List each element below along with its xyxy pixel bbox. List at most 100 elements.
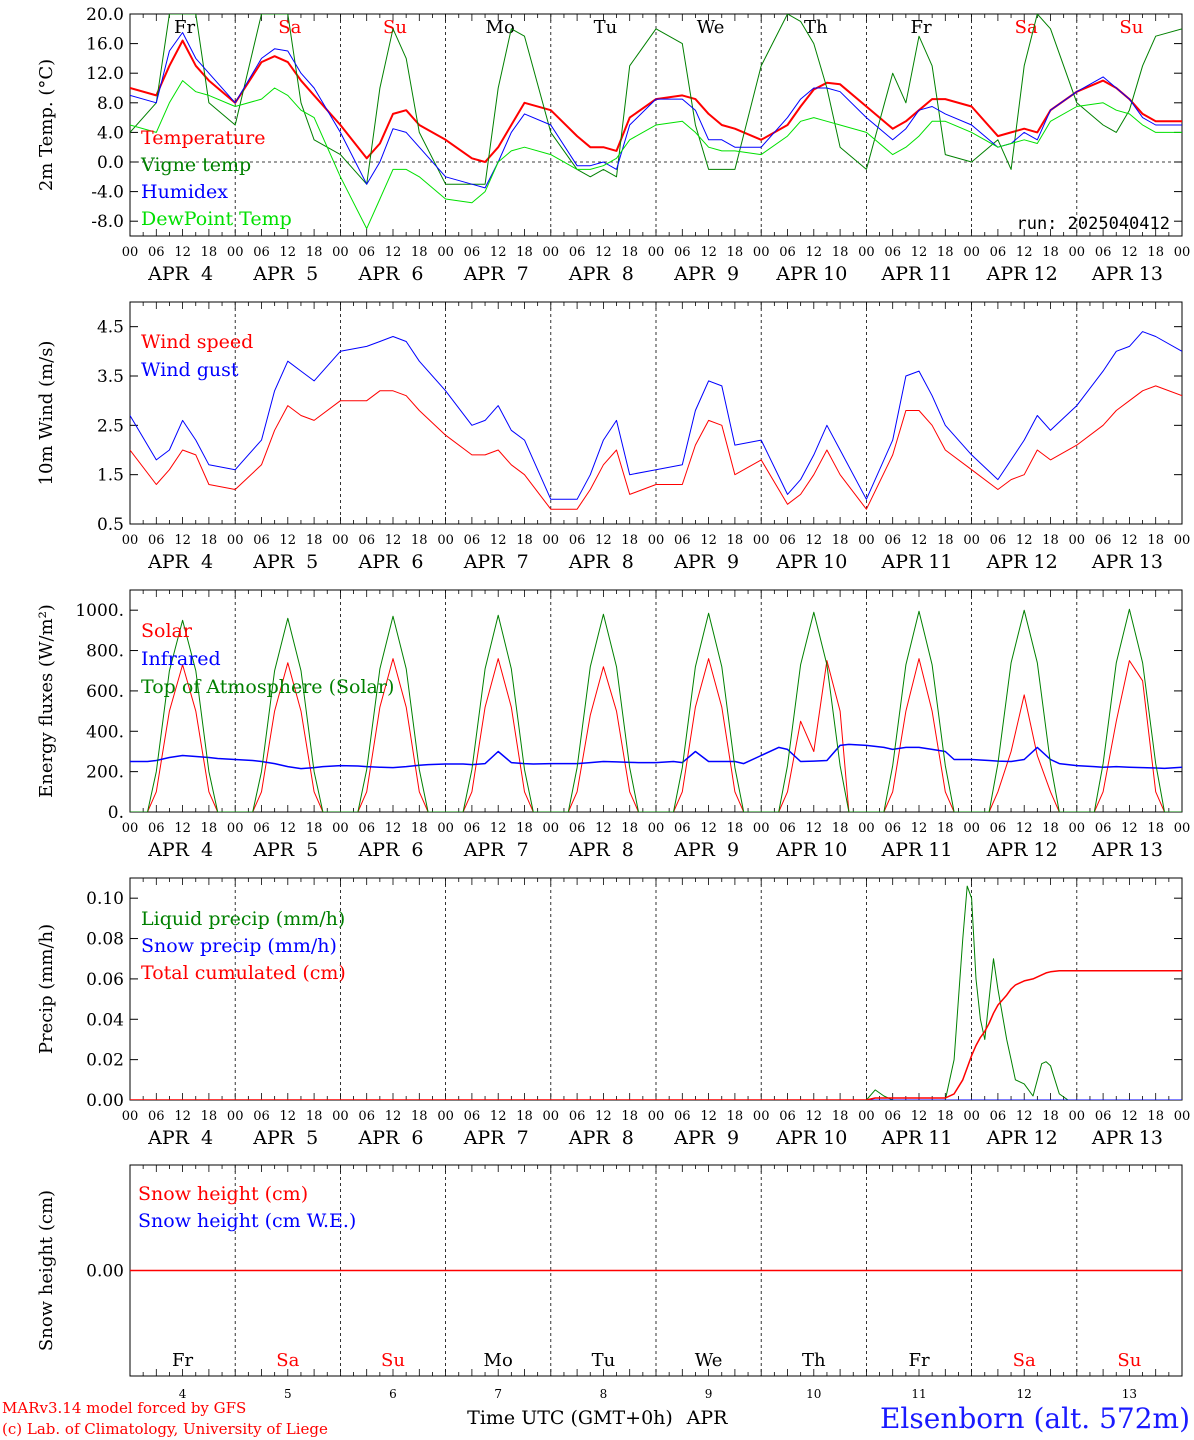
hour-tick-label: 12 [911, 1109, 928, 1124]
hour-tick-label: 00 [332, 533, 349, 548]
hour-tick-label: 18 [727, 821, 744, 836]
hour-tick-label: 12 [280, 245, 297, 260]
hour-tick-label: 12 [1016, 245, 1033, 260]
hour-tick-label: 00 [543, 1109, 560, 1124]
hour-tick-label: 18 [832, 245, 849, 260]
hour-tick-label: 18 [937, 821, 954, 836]
hour-tick-label: 06 [884, 821, 901, 836]
date-label: APR 4 [147, 839, 213, 861]
date-label: APR 11 [880, 551, 952, 573]
hour-tick-label: 06 [779, 1109, 796, 1124]
hour-tick-label: 00 [648, 533, 665, 548]
hour-tick-label: 06 [358, 533, 375, 548]
hour-tick-label: 12 [595, 1109, 612, 1124]
lab-credit: (c) Lab. of Climatology, University of L… [2, 1420, 328, 1438]
day-number-label: 6 [389, 1387, 397, 1401]
weekday-label: Tu [594, 17, 618, 38]
hour-tick-label: 12 [385, 245, 402, 260]
series-line-wind-speed [130, 385, 1182, 510]
hour-tick-label: 12 [280, 533, 297, 548]
legend-entry: Snow height (cm) [138, 1183, 308, 1205]
hour-tick-label: 06 [253, 533, 270, 548]
date-label: APR 6 [358, 839, 424, 861]
date-label: APR 12 [986, 1127, 1058, 1149]
date-label: APR 9 [673, 263, 739, 285]
hour-tick-label: 00 [1174, 533, 1191, 548]
hour-tick-label: 18 [1147, 1109, 1164, 1124]
hour-tick-label: 12 [490, 245, 507, 260]
time-axis-label: Time UTC (GMT+0h) [467, 1407, 673, 1429]
date-label: APR 13 [1091, 263, 1163, 285]
date-label: APR 5 [252, 263, 318, 285]
hour-tick-label: 06 [779, 245, 796, 260]
hour-tick-label: 06 [569, 533, 586, 548]
weekday-label: Fr [910, 17, 931, 38]
date-label: APR 6 [358, 263, 424, 285]
legend-entry: Solar [141, 620, 193, 642]
snow-panel: 0.00 Snow height (cm) Fr Sa Su Mo Tu We Th Fr Sa Su… [36, 1164, 1183, 1401]
hour-tick-label: 18 [201, 821, 218, 836]
hour-tick-label: 12 [385, 821, 402, 836]
hour-tick-label: 00 [122, 533, 139, 548]
hour-tick-label: 00 [858, 1109, 875, 1124]
date-label: APR 4 [147, 551, 213, 573]
hour-tick-label: 12 [1121, 533, 1138, 548]
y-tick-label: 200. [86, 763, 124, 783]
hour-tick-label: 18 [727, 245, 744, 260]
hour-tick-label: 00 [437, 1109, 454, 1124]
series-line-dewpoint-temp [130, 80, 1182, 230]
hour-tick-label: 06 [1095, 245, 1112, 260]
y-tick-label: 0.0 [97, 153, 124, 173]
hour-tick-label: 00 [858, 821, 875, 836]
y-axis-label: Precip (mm/h) [36, 924, 57, 1054]
hour-tick-label: 00 [1069, 533, 1086, 548]
hour-tick-label: 12 [280, 821, 297, 836]
weekday-label: Sa [1013, 1350, 1036, 1371]
hour-tick-label: 18 [411, 1109, 428, 1124]
y-tick-label: 0.04 [86, 1010, 124, 1030]
hour-tick-label: 18 [1042, 533, 1059, 548]
y-tick-label: 3.5 [97, 367, 124, 387]
precip-panel: 0.00 0.02 0.04 0.06 0.08 0.10 Precip (mm/h) 00 0… [36, 877, 1190, 1149]
date-label: APR 4 [147, 1127, 213, 1149]
hour-tick-label: 06 [464, 821, 481, 836]
y-tick-label: 1000. [75, 601, 124, 621]
weekday-label: Su [1119, 17, 1143, 38]
date-label: APR 10 [775, 263, 847, 285]
hour-tick-label: 12 [911, 245, 928, 260]
hour-tick-label: 00 [122, 245, 139, 260]
series-line-infrared [130, 743, 1182, 770]
y-axis-label: 2m Temp. (°C) [36, 59, 57, 191]
hour-tick-label: 12 [280, 1109, 297, 1124]
series-line-solar [130, 658, 1182, 812]
date-label: APR 10 [775, 551, 847, 573]
hour-tick-label: 12 [174, 533, 191, 548]
series-line-wind-gust [130, 331, 1182, 500]
hour-tick-label: 06 [464, 533, 481, 548]
date-label: APR 8 [568, 263, 634, 285]
day-number-label: 5 [284, 1387, 292, 1401]
hour-tick-label: 00 [437, 821, 454, 836]
hour-tick-label: 18 [937, 245, 954, 260]
date-label: APR 7 [463, 1127, 529, 1149]
y-tick-label: 8.0 [97, 94, 124, 114]
hour-tick-label: 06 [253, 245, 270, 260]
hour-tick-label: 18 [1147, 821, 1164, 836]
wind-panel: 0.5 1.5 2.5 3.5 4.5 10m Wind (m/s) 00 06 12 18 00 0… [36, 301, 1191, 573]
y-tick-label: 1.5 [97, 466, 124, 486]
hour-tick-label: 12 [1121, 821, 1138, 836]
hour-tick-label: 18 [832, 1109, 849, 1124]
hour-tick-label: 06 [884, 1109, 901, 1124]
energy-panel: 0. 200. 400. 600. 800. 1000. Energy fluxes (W/… [36, 589, 1190, 861]
day-number-label: 9 [705, 1387, 713, 1401]
hour-tick-label: 18 [1147, 533, 1164, 548]
y-tick-label: 4.0 [97, 123, 124, 143]
hour-tick-label: 00 [963, 821, 980, 836]
hour-tick-label: 06 [148, 533, 165, 548]
hour-tick-label: 00 [227, 533, 244, 548]
hour-tick-label: 18 [411, 533, 428, 548]
hour-tick-label: 06 [674, 533, 691, 548]
hour-tick-label: 00 [122, 1109, 139, 1124]
hour-tick-label: 18 [621, 533, 638, 548]
date-label: APR 6 [358, 1127, 424, 1149]
